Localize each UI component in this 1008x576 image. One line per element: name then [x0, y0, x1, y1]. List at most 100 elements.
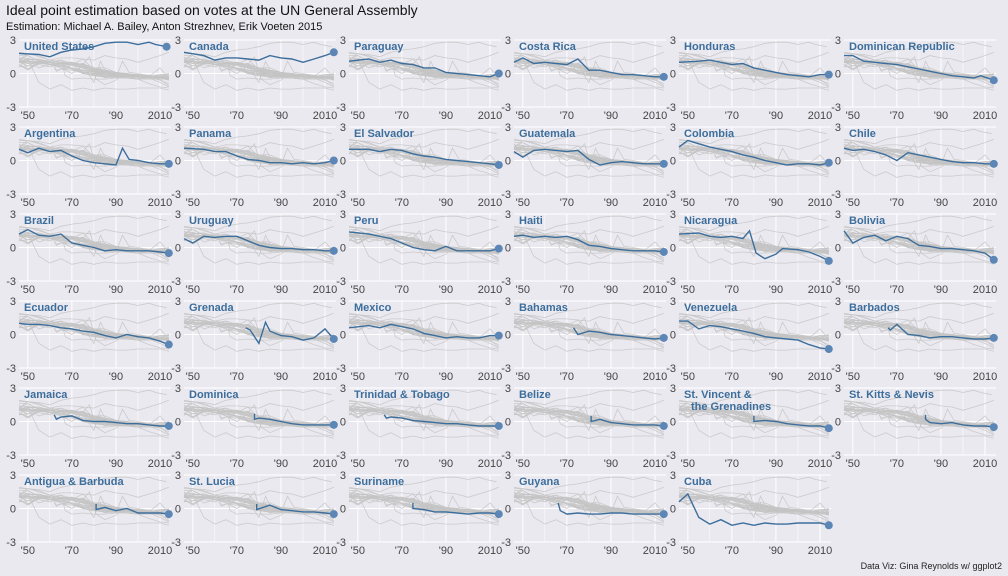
x-tick-label: '50 [681, 458, 695, 470]
x-tick-label: 2010 [478, 371, 502, 383]
background-series-line [678, 51, 829, 63]
x-tick-label: '70 [65, 284, 79, 296]
background-series-line [678, 476, 827, 493]
background-series-line [227, 502, 334, 515]
country-label: Panama [189, 128, 232, 140]
end-point-marker [824, 158, 833, 167]
y-tick-label: 3 [505, 122, 511, 134]
y-tick-label: -3 [666, 537, 676, 549]
x-tick-label: '70 [890, 371, 904, 383]
x-tick-label: '50 [516, 458, 530, 470]
x-tick-label: '50 [351, 284, 365, 296]
x-tick-label: 2010 [808, 284, 832, 296]
x-tick-label: '50 [21, 371, 35, 383]
background-series-line [227, 241, 334, 254]
y-tick-label: 0 [835, 69, 841, 81]
country-label: Barbados [849, 302, 900, 314]
y-tick-label: 3 [340, 470, 346, 482]
background-series-line [348, 215, 497, 232]
series-line-paraguay [348, 58, 500, 78]
panel-panama: Panama -3 0 3 '50 '70 '90 2010 [171, 122, 338, 209]
background-series-line [348, 312, 499, 324]
series-line-cuba [678, 492, 829, 527]
background-series-line [62, 502, 169, 515]
series-line-bahamas [572, 327, 664, 340]
x-tick-label: '90 [274, 371, 288, 383]
y-tick-label: 3 [670, 35, 676, 47]
y-tick-label: 3 [175, 209, 181, 221]
background-series-line [513, 225, 664, 237]
background-series-line [348, 138, 499, 150]
y-tick-label: -3 [666, 189, 676, 201]
panel-st-kitts-nevis: St. Kitts & Nevis -3 0 3 '50 '70 '90 2010 [831, 383, 998, 470]
series-line-mexico [348, 323, 499, 339]
y-tick-label: 3 [340, 209, 346, 221]
x-tick-label: 2010 [808, 110, 832, 122]
background-series-line [513, 399, 664, 411]
end-point-marker [164, 249, 173, 258]
series-line-barbados [887, 323, 994, 340]
background-series-line [513, 302, 662, 319]
series-line-st-kitts-nevis [924, 414, 994, 428]
background-series-line [513, 319, 664, 352]
y-tick-label: 3 [670, 470, 676, 482]
y-tick-label: -3 [336, 102, 346, 114]
background-series-line [513, 493, 664, 526]
panel-trinidad-tobago: Trinidad & Tobago -3 0 3 '50 '70 '90 2010 [336, 383, 503, 470]
series-line-trinidad-tobago [383, 414, 499, 427]
background-series-line [18, 389, 167, 406]
x-tick-label: '70 [725, 197, 739, 209]
x-tick-label: '50 [21, 284, 35, 296]
x-tick-label: '90 [604, 197, 618, 209]
background-series-line [247, 415, 334, 428]
background-series-line [577, 154, 664, 167]
panel-costa-rica: Costa Rica -3 0 3 '50 '70 '90 2010 [501, 35, 668, 122]
background-series-line [18, 302, 167, 319]
x-tick-label: '50 [21, 545, 35, 557]
x-tick-label: '70 [725, 371, 739, 383]
background-series-line [678, 215, 827, 232]
end-point-marker [494, 421, 503, 430]
x-tick-label: '50 [846, 371, 860, 383]
country-label: Brazil [24, 215, 54, 227]
background-series-line [678, 319, 829, 352]
panel-bahamas: Bahamas -3 0 3 '50 '70 '90 2010 [501, 296, 668, 383]
x-tick-label: '70 [560, 284, 574, 296]
country-label: Canada [189, 41, 230, 53]
background-series-line [722, 154, 829, 167]
series-line-haiti [513, 234, 664, 253]
x-tick-label: '50 [846, 284, 860, 296]
x-tick-label: 2010 [313, 458, 337, 470]
y-tick-label: 0 [10, 504, 16, 516]
country-label: St. Lucia [189, 476, 236, 488]
background-series-line [557, 67, 664, 80]
x-tick-label: '50 [516, 197, 530, 209]
series-line-guatemala [513, 148, 664, 166]
country-label: Dominican Republic [849, 41, 955, 53]
background-series-line [557, 241, 664, 254]
background-series-line [678, 145, 829, 178]
end-point-marker [659, 510, 668, 519]
x-tick-label: '90 [109, 110, 123, 122]
x-tick-label: 2010 [478, 197, 502, 209]
country-label: Suriname [354, 476, 404, 488]
x-tick-label: 2010 [643, 110, 667, 122]
x-tick-label: '90 [604, 110, 618, 122]
background-series-line [513, 41, 662, 58]
x-tick-label: 2010 [478, 458, 502, 470]
y-tick-label: -3 [336, 537, 346, 549]
x-tick-label: '70 [725, 458, 739, 470]
x-tick-label: '70 [65, 371, 79, 383]
background-series-line [577, 241, 664, 254]
background-series-line [348, 41, 497, 58]
panel-haiti: Haiti -3 0 3 '50 '70 '90 2010 [501, 209, 668, 296]
y-tick-label: 3 [835, 122, 841, 134]
x-tick-label: '90 [439, 110, 453, 122]
background-series-line [577, 67, 664, 80]
panel-peru: Peru -3 0 3 '50 '70 '90 2010 [336, 209, 503, 296]
x-tick-label: 2010 [148, 458, 172, 470]
end-point-marker [659, 247, 668, 256]
x-tick-label: '70 [890, 197, 904, 209]
x-tick-label: '70 [560, 545, 574, 557]
background-series-line [348, 476, 497, 493]
